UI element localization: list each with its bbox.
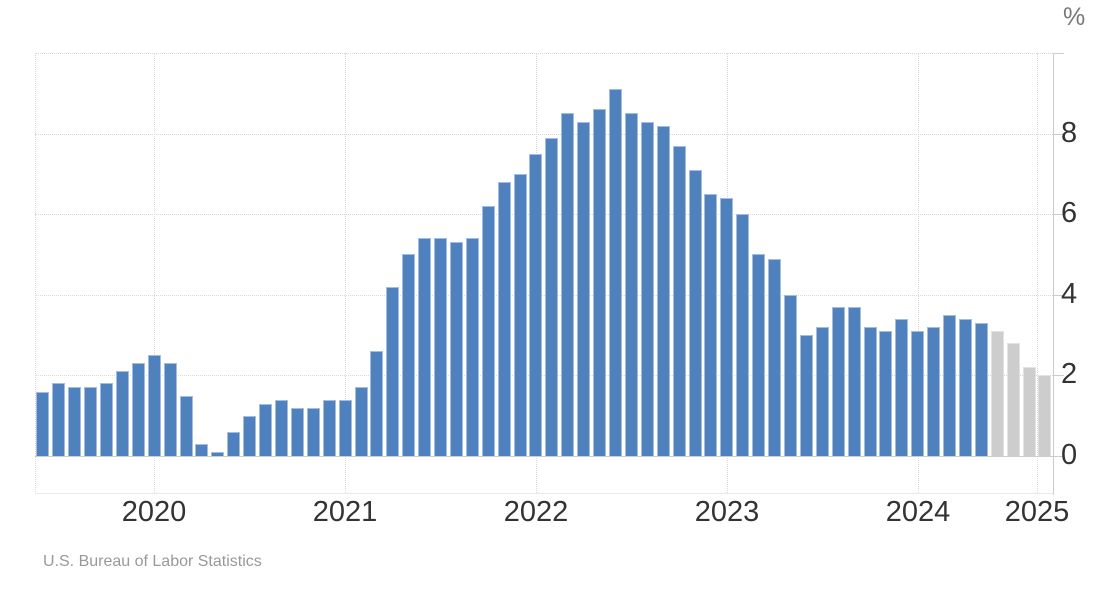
h-gridline-2 <box>35 375 1053 377</box>
bar-2022-03[interactable] <box>561 113 574 456</box>
y-axis-label-6: 6 <box>1061 197 1078 229</box>
bar-2020-03[interactable] <box>180 396 193 456</box>
bar-2023-09[interactable] <box>848 307 861 456</box>
bar-2021-05[interactable] <box>402 254 415 456</box>
x-axis-label-2023: 2023 <box>694 496 760 528</box>
bar-2021-06[interactable] <box>418 238 431 456</box>
bar-2022-02[interactable] <box>545 138 558 456</box>
bar-2022-05[interactable] <box>593 109 606 456</box>
bar-2023-03[interactable] <box>752 254 765 456</box>
x-axis-label-2024: 2024 <box>885 496 951 528</box>
bar-2022-04[interactable] <box>577 122 590 456</box>
bar-2024-03[interactable] <box>943 315 956 456</box>
y-axis-label-2: 2 <box>1061 358 1078 390</box>
bar-2024-01[interactable] <box>911 331 924 456</box>
bar-2021-09[interactable] <box>466 238 479 456</box>
bar-2020-09[interactable] <box>275 400 288 456</box>
v-gridline-2025 <box>1037 53 1038 493</box>
bar-2020-08[interactable] <box>259 404 272 456</box>
h-gridline-6 <box>35 214 1053 216</box>
bar-2022-11[interactable] <box>689 170 702 456</box>
y-tick-2 <box>1053 375 1064 376</box>
bar-2022-10[interactable] <box>673 146 686 456</box>
bar-2024-02[interactable] <box>927 327 940 456</box>
gridline-top <box>35 53 1053 54</box>
x-axis-line <box>35 456 1053 457</box>
bar-2020-11[interactable] <box>307 408 320 456</box>
bar-2025-Q1f[interactable] <box>1038 375 1051 456</box>
y-tick-10 <box>1053 53 1064 54</box>
bar-2019-07[interactable] <box>52 383 65 456</box>
bar-2023-02[interactable] <box>736 214 749 456</box>
bar-2023-08[interactable] <box>832 307 845 456</box>
bar-2019-06[interactable] <box>36 392 49 456</box>
bar-2023-01[interactable] <box>720 198 733 456</box>
bar-2021-07[interactable] <box>434 238 447 456</box>
y-tick-0 <box>1053 456 1064 457</box>
bar-2021-12[interactable] <box>514 174 527 456</box>
bar-2019-11[interactable] <box>116 371 129 456</box>
v-gridline-2021 <box>345 53 346 493</box>
y-axis-label-8: 8 <box>1061 117 1078 149</box>
bar-2024-04[interactable] <box>959 319 972 456</box>
bar-2022-12[interactable] <box>704 194 717 456</box>
y-tick-6 <box>1053 214 1064 215</box>
bar-2023-11[interactable] <box>879 331 892 456</box>
plot-bottom-border <box>35 493 1053 494</box>
bar-2021-10[interactable] <box>482 206 495 456</box>
bar-2021-03[interactable] <box>370 351 383 456</box>
v-gridline-2020 <box>154 53 155 493</box>
x-axis-label-2025: 2025 <box>1004 496 1070 528</box>
x-axis-label-2022: 2022 <box>503 496 569 528</box>
y-tick-4 <box>1053 295 1064 296</box>
bar-2023-04[interactable] <box>768 259 781 456</box>
bar-2024-Q3f[interactable] <box>1007 343 1020 456</box>
bar-2022-01[interactable] <box>529 154 542 456</box>
bar-2020-10[interactable] <box>291 408 304 456</box>
bar-2022-07[interactable] <box>625 113 638 456</box>
y-axis-label-0: 0 <box>1061 439 1078 471</box>
bar-2021-08[interactable] <box>450 242 463 456</box>
bar-2020-02[interactable] <box>164 363 177 456</box>
bar-2019-10[interactable] <box>100 383 113 456</box>
bar-2024-Q4f[interactable] <box>1023 367 1036 456</box>
bar-2020-01[interactable] <box>148 355 161 456</box>
bar-2020-05[interactable] <box>211 452 224 456</box>
v-gridline-2024 <box>918 53 919 493</box>
source-attribution: U.S. Bureau of Labor Statistics <box>43 553 262 570</box>
y-axis-unit-label: % <box>1063 3 1086 31</box>
y-axis-label-4: 4 <box>1061 278 1078 310</box>
bar-2020-06[interactable] <box>227 432 240 456</box>
bar-2020-07[interactable] <box>243 416 256 456</box>
bar-2022-06[interactable] <box>609 89 622 456</box>
bar-2019-12[interactable] <box>132 363 145 456</box>
bar-2023-06[interactable] <box>800 335 813 456</box>
bar-2024-Q2f[interactable] <box>991 331 1004 456</box>
y-axis-line <box>1053 53 1054 495</box>
bar-2019-09[interactable] <box>84 387 97 456</box>
bar-2021-01[interactable] <box>339 400 352 456</box>
plot-left-border <box>35 53 36 494</box>
bar-2021-02[interactable] <box>355 387 368 456</box>
bar-2023-12[interactable] <box>895 319 908 456</box>
bar-2023-10[interactable] <box>864 327 877 456</box>
bar-2020-12[interactable] <box>323 400 336 456</box>
bar-2023-05[interactable] <box>784 295 797 456</box>
x-axis-label-2020: 2020 <box>121 496 187 528</box>
bar-2019-08[interactable] <box>68 387 81 456</box>
bar-2022-08[interactable] <box>641 122 654 456</box>
plot-area <box>35 53 1053 494</box>
bar-2021-11[interactable] <box>498 182 511 456</box>
bar-2020-04[interactable] <box>195 444 208 456</box>
bar-2023-07[interactable] <box>816 327 829 456</box>
bar-2024-05[interactable] <box>975 323 988 456</box>
y-tick-8 <box>1053 134 1064 135</box>
h-gridline-8 <box>35 133 1053 135</box>
bar-2021-04[interactable] <box>386 287 399 456</box>
bar-2022-09[interactable] <box>657 126 670 456</box>
x-axis-label-2021: 2021 <box>312 496 378 528</box>
h-gridline-4 <box>35 294 1053 296</box>
